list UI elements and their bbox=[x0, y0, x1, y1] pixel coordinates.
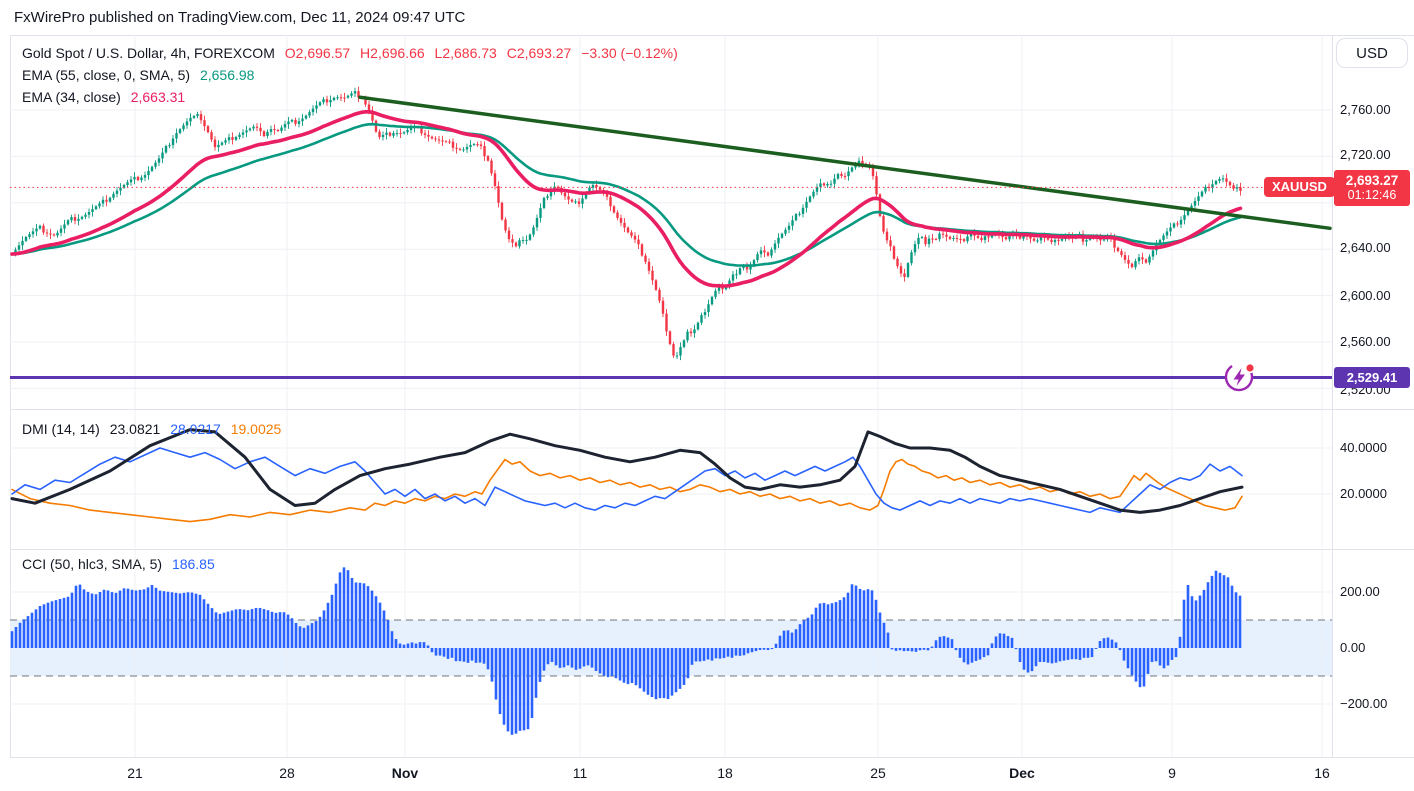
dmi-axis-label: 20.0000 bbox=[1340, 486, 1387, 501]
price-axis-label: 2,720.00 bbox=[1340, 147, 1391, 162]
bar-countdown: 01:12:46 bbox=[1347, 188, 1397, 202]
ema34-value: 2,663.31 bbox=[130, 89, 186, 105]
cci-pane[interactable] bbox=[10, 550, 1332, 757]
alert-bell-icon[interactable] bbox=[1222, 359, 1258, 395]
chart-left-border bbox=[10, 35, 11, 757]
ohlc-open: O2,696.57 bbox=[284, 45, 351, 61]
alert-price-badge: 2,529.41 bbox=[1334, 367, 1410, 388]
time-tick-label: Dec bbox=[1009, 765, 1035, 781]
time-tick-label: 18 bbox=[717, 765, 733, 781]
price-axis-label: 2,760.00 bbox=[1340, 102, 1391, 117]
dmi-pane[interactable] bbox=[10, 410, 1332, 548]
price-axis-label: 2,560.00 bbox=[1340, 334, 1391, 349]
cci-axis-label: −200.00 bbox=[1340, 696, 1388, 711]
time-tick-label: 28 bbox=[279, 765, 295, 781]
time-tick-label: 11 bbox=[572, 765, 588, 781]
ohlc-close: C2,693.27 bbox=[506, 45, 572, 61]
main-chart-legend: Gold Spot / U.S. Dollar, 4h, FOREXCOM O2… bbox=[22, 42, 684, 108]
ema55-value: 2,656.98 bbox=[199, 67, 255, 83]
dmi-adx-value: 23.0821 bbox=[109, 421, 161, 437]
time-tick-label: 9 bbox=[1168, 765, 1176, 781]
price-axis-label: 2,640.00 bbox=[1340, 240, 1391, 255]
cci-axis-label: 0.00 bbox=[1340, 640, 1366, 655]
dmi-axis-label: 40.0000 bbox=[1340, 440, 1387, 455]
price-pane[interactable] bbox=[10, 35, 1332, 409]
price-axis-label: 2,600.00 bbox=[1340, 288, 1391, 303]
dmi-minus-di-value: 19.0025 bbox=[230, 421, 282, 437]
last-price-value: 2,693.27 bbox=[1345, 173, 1399, 188]
time-axis[interactable]: 21 28 Nov 11 18 25 Dec 9 16 bbox=[0, 757, 1414, 791]
ohlc-high: H2,696.66 bbox=[360, 45, 425, 61]
dmi-plus-di-value: 28.0217 bbox=[170, 421, 221, 437]
chart-top-border bbox=[10, 35, 1414, 36]
cci-axis-label: 200.00 bbox=[1340, 584, 1380, 599]
time-tick-label: 25 bbox=[870, 765, 886, 781]
price-axis-border[interactable] bbox=[1332, 35, 1333, 757]
dmi-label[interactable]: DMI (14, 14) bbox=[22, 421, 100, 437]
cci-legend: CCI (50, hlc3, SMA, 5) 186.85 bbox=[22, 556, 221, 572]
published-header: FxWirePro published on TradingView.com, … bbox=[14, 9, 466, 26]
currency-usd-button[interactable]: USD bbox=[1336, 38, 1408, 68]
dmi-legend: DMI (14, 14) 23.0821 28.0217 19.0025 bbox=[22, 421, 287, 437]
cci-label[interactable]: CCI (50, hlc3, SMA, 5) bbox=[22, 556, 163, 572]
time-tick-label: 16 bbox=[1314, 765, 1330, 781]
ema34-label[interactable]: EMA (34, close) bbox=[22, 89, 121, 105]
change-value: −3.30 (−0.12%) bbox=[581, 45, 678, 61]
dmi-separator[interactable] bbox=[10, 409, 1414, 410]
last-price-badge: 2,693.27 01:12:46 bbox=[1334, 170, 1410, 206]
symbol-price-tag: XAUUSD bbox=[1264, 177, 1335, 197]
time-axis-border bbox=[10, 757, 1414, 758]
time-tick-label: Nov bbox=[391, 765, 419, 781]
cci-value: 186.85 bbox=[171, 556, 215, 572]
ema55-label[interactable]: EMA (55, close, 0, SMA, 5) bbox=[22, 67, 191, 83]
ohlc-low: L2,686.73 bbox=[434, 45, 497, 61]
symbol-title[interactable]: Gold Spot / U.S. Dollar, 4h, FOREXCOM bbox=[22, 45, 275, 61]
cci-separator[interactable] bbox=[10, 549, 1414, 550]
time-tick-label: 21 bbox=[127, 765, 143, 781]
